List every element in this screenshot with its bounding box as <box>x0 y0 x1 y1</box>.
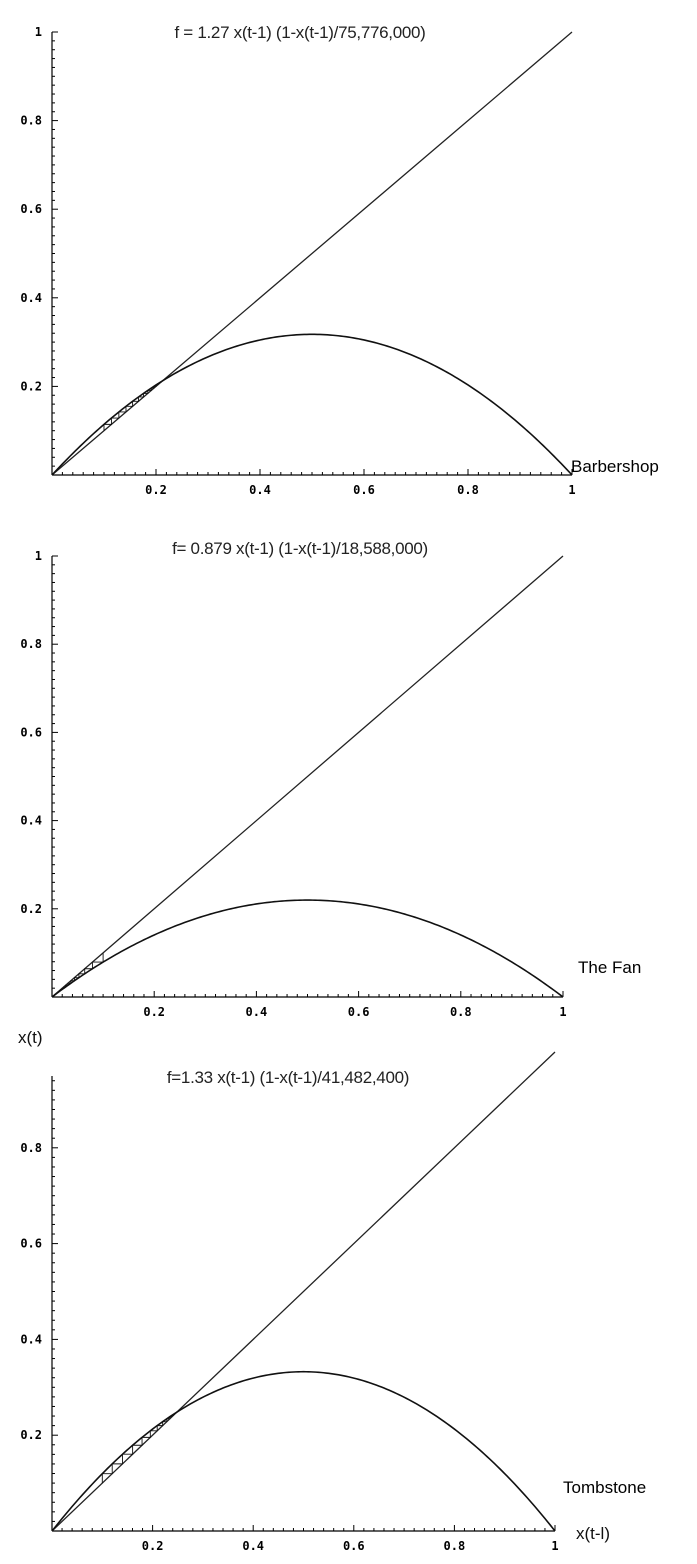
y-tick-label: 0.2 <box>20 902 42 916</box>
chart-title: f=1.33 x(t-1) (1-x(t-1)/41,482,400) <box>167 1068 409 1087</box>
x-tick-label: 0.6 <box>348 1005 370 1019</box>
x-tick-label: 0.8 <box>457 483 479 497</box>
x-tick-label: 1 <box>559 1005 566 1019</box>
x-tick-label: 0.8 <box>450 1005 472 1019</box>
y-tick-label: 0.2 <box>20 379 42 393</box>
diagonal-line <box>51 31 573 476</box>
y-tick-label: 0.8 <box>20 1141 42 1155</box>
panel-label: Tombstone <box>563 1478 646 1497</box>
y-tick-label: 0.4 <box>20 814 42 828</box>
chart-panel-1: f = 1.27 x(t-1) (1-x(t-1)/75,776,000) 0.2… <box>20 23 659 497</box>
chart-title: f= 0.879 x(t-1) (1-x(t-1)/18,588,000) <box>172 539 428 558</box>
panel-label: Barbershop <box>571 457 659 476</box>
chart-title: f = 1.27 x(t-1) (1-x(t-1)/75,776,000) <box>174 23 425 42</box>
y-tick-label: 0.6 <box>20 202 42 216</box>
logistic-curve <box>51 333 573 476</box>
x-tick-label: 0.4 <box>249 483 271 497</box>
y-tick-label: 0.2 <box>20 1428 42 1442</box>
y-axis-label: x(t) <box>18 1028 43 1047</box>
y-tick-label: 0.4 <box>20 1332 42 1346</box>
x-tick-label: 0.4 <box>242 1539 264 1553</box>
y-tick-label: 0.8 <box>20 637 42 651</box>
chart-panel-3: f=1.33 x(t-1) (1-x(t-1)/41,482,400) 0.2 0.… <box>18 1028 646 1553</box>
logistic-curve <box>51 899 564 998</box>
cobweb-path <box>101 1411 178 1484</box>
x-tick-label: 0.8 <box>444 1539 466 1553</box>
logistic-curve <box>51 1370 556 1532</box>
x-tick-label: 0.4 <box>246 1005 268 1019</box>
cobweb-path <box>103 380 163 431</box>
panel-label: The Fan <box>578 958 641 977</box>
diagonal-line <box>51 555 564 998</box>
x-tick-label: 0.2 <box>145 483 167 497</box>
x-tick-label: 0.2 <box>143 1005 165 1019</box>
diagonal-line <box>51 1051 556 1532</box>
x-tick-label: 1 <box>568 483 575 497</box>
x-tick-label: 0.2 <box>142 1539 164 1553</box>
x-tick-label: 0.6 <box>353 483 375 497</box>
y-tick-label: 0.8 <box>20 114 42 128</box>
y-tick-label: 1 <box>35 25 42 39</box>
cobweb-path <box>51 952 104 998</box>
x-tick-label: 1 <box>551 1539 558 1553</box>
y-tick-label: 1 <box>35 549 42 563</box>
y-tick-label: 0.6 <box>20 1237 42 1251</box>
chart-panel-2: f= 0.879 x(t-1) (1-x(t-1)/18,588,000) 0.2… <box>20 539 641 1019</box>
x-tick-label: 0.6 <box>343 1539 365 1553</box>
y-tick-label: 0.6 <box>20 725 42 739</box>
x-axis-label: x(t-l) <box>576 1524 610 1543</box>
y-tick-label: 0.4 <box>20 291 42 305</box>
